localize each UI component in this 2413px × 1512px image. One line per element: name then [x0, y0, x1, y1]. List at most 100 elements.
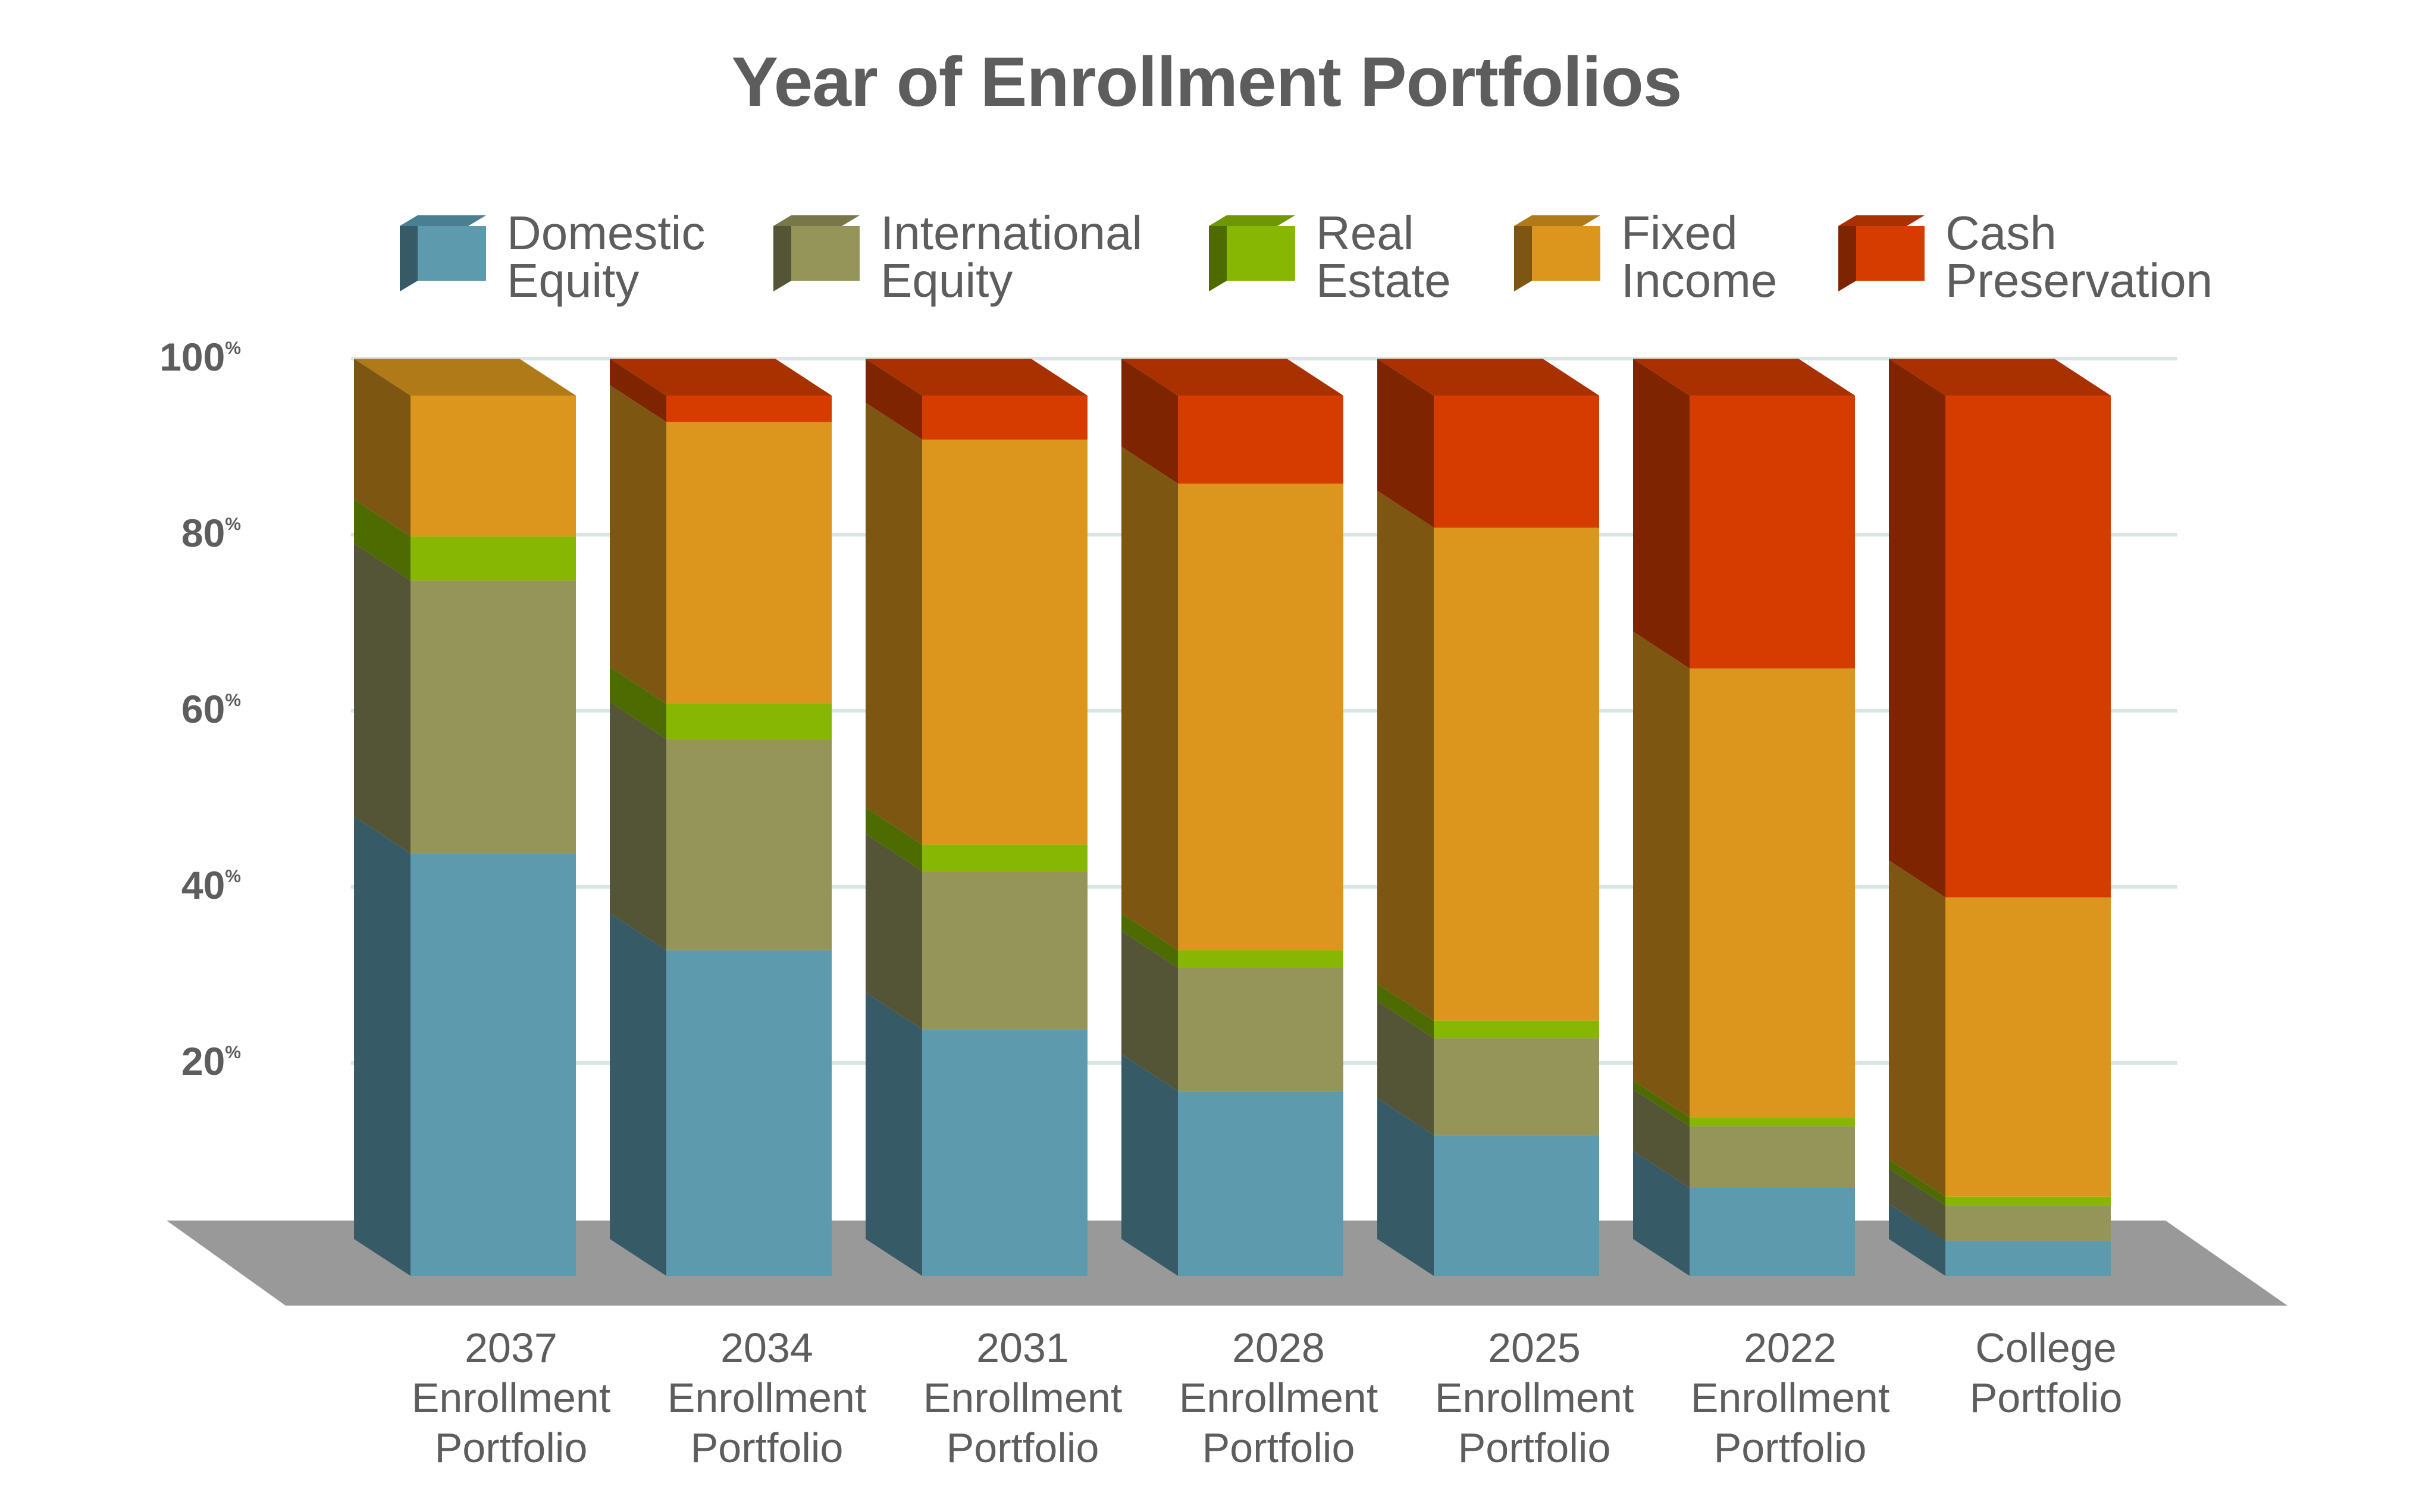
bar-top	[1377, 359, 1599, 396]
legend-swatch-top	[773, 215, 860, 226]
bar-side	[1889, 1159, 1945, 1206]
x-tick-label-line: Enrollment	[412, 1375, 611, 1421]
y-tick-suffix: %	[225, 691, 241, 710]
x-tick-label-line: Portfolio	[435, 1425, 588, 1471]
bar-segment	[1434, 396, 1599, 528]
bar-group	[1889, 359, 2111, 1276]
x-tick-label-line: 2034	[720, 1325, 813, 1371]
bar-side	[1633, 359, 1690, 669]
bar-segment	[1434, 528, 1599, 1021]
legend-label: Domestic Equity	[507, 206, 705, 307]
legend-label: Real Estate	[1316, 206, 1451, 307]
bar-segment	[1690, 1126, 1855, 1188]
legend-label-line: Cash	[1945, 206, 2057, 259]
bar-group	[1633, 359, 1855, 1276]
y-tick-suffix: %	[225, 515, 241, 534]
bar-top	[610, 359, 832, 396]
bar-side	[1889, 359, 1945, 898]
bar-side	[866, 834, 922, 1030]
bar-segment	[922, 844, 1088, 871]
legend-swatch	[1227, 226, 1295, 281]
bar-segment	[1690, 396, 1855, 669]
bar-segment	[1434, 1020, 1599, 1039]
x-tick-label: 2025 Enrollment Portfolio	[1435, 1325, 1634, 1471]
x-tick-label-line: Enrollment	[1435, 1375, 1634, 1421]
bar-side	[866, 992, 922, 1276]
x-tick-label-line: 2028	[1232, 1325, 1325, 1371]
bar-top	[866, 359, 1088, 396]
bar-side	[866, 807, 922, 871]
legend-swatch-top	[1209, 215, 1295, 226]
x-tick-label-line: Enrollment	[923, 1375, 1123, 1421]
bar-side	[1889, 860, 1945, 1197]
x-tick-label-line: 2022	[1744, 1325, 1837, 1371]
bar-group	[610, 359, 832, 1276]
legend-item: Domestic Equity	[400, 206, 705, 307]
bar-side	[1121, 931, 1178, 1091]
bar-segment	[666, 739, 832, 951]
bar-segment	[666, 396, 832, 422]
bar-segment	[1178, 968, 1343, 1091]
bar-group	[1377, 359, 1599, 1276]
bar-segment	[410, 536, 576, 581]
bar-segment	[1690, 1117, 1855, 1127]
bar-segment	[410, 580, 576, 854]
x-tick-label-line: 2037	[465, 1325, 557, 1371]
bar-segment	[1434, 1135, 1599, 1276]
legend-label-line: Income	[1621, 254, 1777, 307]
legend-swatch-side	[400, 215, 418, 291]
x-tick-label: 2037 Enrollment Portfolio	[412, 1325, 611, 1471]
bar-top	[1889, 359, 2111, 396]
legend-label-line: Equity	[507, 254, 639, 307]
bar-segment	[1178, 1091, 1343, 1276]
y-tick-label: 60%	[181, 687, 241, 731]
legend-swatch-top	[1838, 215, 1925, 226]
bar-segment	[666, 422, 832, 704]
bar-group	[866, 359, 1088, 1276]
legend-label-line: Fixed	[1621, 206, 1738, 259]
bar-side	[1633, 1080, 1690, 1127]
y-tick-suffix: %	[225, 1043, 241, 1062]
bar-side	[1377, 359, 1434, 528]
bar-side	[354, 816, 410, 1276]
legend-label-line: Real	[1316, 206, 1414, 259]
x-tick-label-line: 2025	[1488, 1325, 1581, 1371]
x-tick-label: 2022 Enrollment Portfolio	[1691, 1325, 1890, 1471]
bar-segment	[1178, 396, 1343, 484]
legend-item: Cash Preservation	[1838, 206, 2213, 307]
bar-segment	[922, 440, 1088, 845]
x-tick-label-line: Portfolio	[1714, 1425, 1867, 1471]
bar-segment	[1945, 897, 2111, 1197]
legend-swatch-side	[1838, 215, 1856, 291]
bar-group	[1121, 359, 1343, 1276]
x-tick-label-line: Portfolio	[1970, 1375, 2123, 1421]
bar-side	[1121, 447, 1178, 951]
legend-label-line: Equity	[880, 254, 1013, 307]
legend-item: Fixed Income	[1514, 206, 1777, 307]
bar-top	[1633, 359, 1855, 396]
bar-top	[354, 359, 576, 396]
x-tick-label-line: College	[1975, 1325, 2116, 1371]
legend-swatch	[1532, 226, 1600, 281]
bar-side	[1633, 1151, 1690, 1276]
bar-top	[1121, 359, 1343, 396]
x-tick-label-line: Enrollment	[668, 1375, 867, 1421]
bar-segment	[666, 950, 832, 1276]
y-tick-label: 100%	[159, 335, 241, 379]
x-tick-label-line: Portfolio	[947, 1425, 1099, 1471]
bar-segment	[410, 853, 576, 1276]
bar-side	[610, 667, 666, 739]
legend-swatch-top	[1514, 215, 1600, 226]
bar-segment	[922, 1029, 1088, 1276]
bar-side	[1889, 1168, 1945, 1241]
x-tick-label-line: 2031	[976, 1325, 1069, 1371]
bar-side	[1377, 1001, 1434, 1135]
legend-label: Fixed Income	[1621, 206, 1777, 307]
y-tick-label: 40%	[181, 863, 241, 907]
y-tick-suffix: %	[225, 867, 241, 886]
legend-swatch-top	[400, 215, 486, 226]
bar-segment	[1945, 1205, 2111, 1241]
